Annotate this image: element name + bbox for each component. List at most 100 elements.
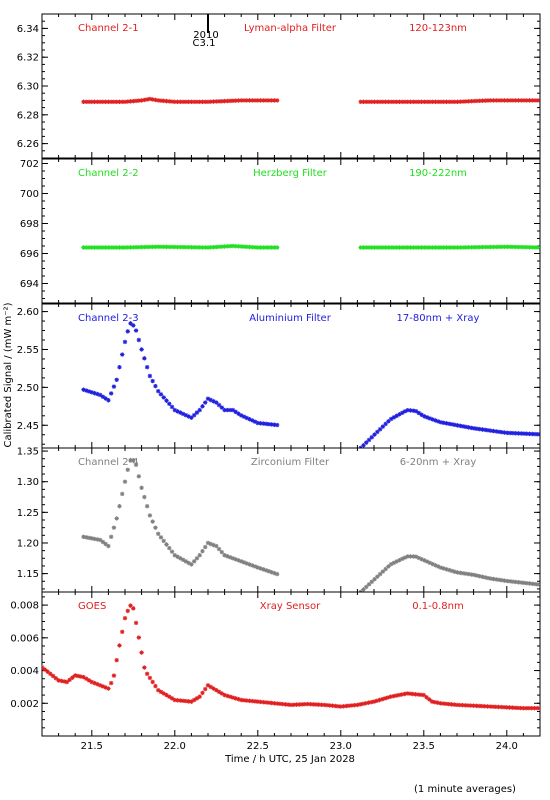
data-point bbox=[147, 513, 153, 518]
data-point bbox=[438, 565, 444, 570]
data-point bbox=[164, 98, 169, 104]
data-point bbox=[364, 245, 369, 250]
data-point bbox=[106, 398, 111, 403]
data-point bbox=[133, 462, 139, 468]
data-point bbox=[133, 620, 139, 626]
data-point bbox=[64, 679, 70, 685]
data-point bbox=[480, 574, 485, 580]
data-point bbox=[158, 689, 164, 695]
data-point bbox=[125, 245, 130, 250]
data-point bbox=[211, 99, 216, 104]
data-point bbox=[400, 556, 405, 562]
data-point bbox=[222, 98, 227, 104]
data-point bbox=[108, 534, 114, 540]
data-point bbox=[308, 702, 313, 707]
data-point bbox=[469, 572, 474, 577]
data-point bbox=[386, 245, 391, 250]
data-point bbox=[357, 702, 363, 707]
data-point bbox=[477, 98, 482, 104]
panel-filter: Zirconium Filter bbox=[251, 457, 330, 468]
data-point bbox=[521, 580, 527, 586]
data-point bbox=[153, 244, 158, 250]
data-point bbox=[131, 606, 136, 611]
data-point bbox=[471, 245, 477, 250]
data-point bbox=[122, 99, 128, 105]
data-point bbox=[452, 245, 457, 250]
data-point bbox=[205, 683, 211, 688]
data-point bbox=[446, 701, 451, 707]
data-point bbox=[488, 428, 493, 433]
data-point bbox=[372, 99, 377, 105]
data-point bbox=[369, 99, 374, 105]
data-point bbox=[413, 99, 419, 105]
data-point bbox=[255, 565, 260, 570]
data-point bbox=[194, 99, 200, 105]
data-point bbox=[361, 443, 366, 448]
data-point bbox=[388, 416, 394, 422]
data-point bbox=[227, 98, 233, 104]
data-point bbox=[382, 696, 388, 701]
data-point bbox=[56, 678, 61, 683]
data-point bbox=[286, 702, 291, 707]
data-point bbox=[161, 538, 166, 544]
data-point bbox=[205, 245, 211, 250]
data-point bbox=[81, 534, 86, 540]
data-point bbox=[95, 537, 100, 542]
data-point bbox=[488, 704, 493, 709]
data-point bbox=[175, 409, 180, 414]
data-point bbox=[411, 245, 416, 250]
data-point bbox=[449, 422, 455, 427]
data-point bbox=[247, 98, 252, 103]
data-point bbox=[205, 99, 211, 105]
data-point bbox=[197, 245, 202, 250]
data-point bbox=[483, 98, 488, 103]
data-point bbox=[214, 244, 219, 250]
data-point bbox=[380, 245, 386, 250]
data-point bbox=[136, 337, 142, 343]
x-tick-label: 23.5 bbox=[413, 741, 435, 752]
data-point bbox=[211, 399, 216, 404]
data-point bbox=[449, 245, 455, 250]
data-point bbox=[302, 702, 308, 707]
data-point bbox=[203, 544, 208, 550]
data-point bbox=[499, 98, 505, 103]
data-point bbox=[266, 569, 272, 574]
data-point bbox=[463, 99, 469, 104]
data-point bbox=[458, 570, 463, 576]
data-point bbox=[455, 245, 460, 250]
data-point bbox=[521, 705, 526, 711]
data-point bbox=[374, 698, 379, 704]
data-point bbox=[131, 458, 136, 463]
data-point bbox=[136, 244, 142, 250]
data-point bbox=[158, 98, 164, 103]
data-point bbox=[144, 671, 150, 677]
data-point bbox=[349, 703, 355, 708]
data-point bbox=[447, 421, 452, 427]
data-point bbox=[230, 695, 236, 700]
data-point bbox=[391, 245, 397, 250]
data-point bbox=[491, 244, 496, 250]
data-point bbox=[89, 99, 94, 105]
data-point bbox=[433, 563, 438, 568]
data-point bbox=[474, 573, 480, 578]
data-point bbox=[164, 542, 169, 547]
data-point bbox=[494, 577, 499, 582]
data-point bbox=[502, 430, 507, 435]
data-point bbox=[524, 580, 529, 586]
series bbox=[81, 321, 540, 448]
data-point bbox=[452, 569, 457, 574]
data-point bbox=[364, 584, 369, 590]
data-point bbox=[274, 245, 280, 250]
data-point bbox=[394, 245, 399, 250]
data-point bbox=[250, 244, 255, 250]
data-point bbox=[200, 548, 205, 554]
data-point bbox=[122, 479, 128, 484]
data-point bbox=[169, 99, 175, 104]
data-point bbox=[114, 245, 119, 250]
data-point bbox=[258, 699, 263, 705]
y-tick-label: 1.20 bbox=[17, 538, 39, 549]
data-point bbox=[399, 692, 404, 697]
data-point bbox=[530, 581, 535, 586]
data-point bbox=[247, 417, 252, 422]
data-point bbox=[452, 702, 457, 707]
